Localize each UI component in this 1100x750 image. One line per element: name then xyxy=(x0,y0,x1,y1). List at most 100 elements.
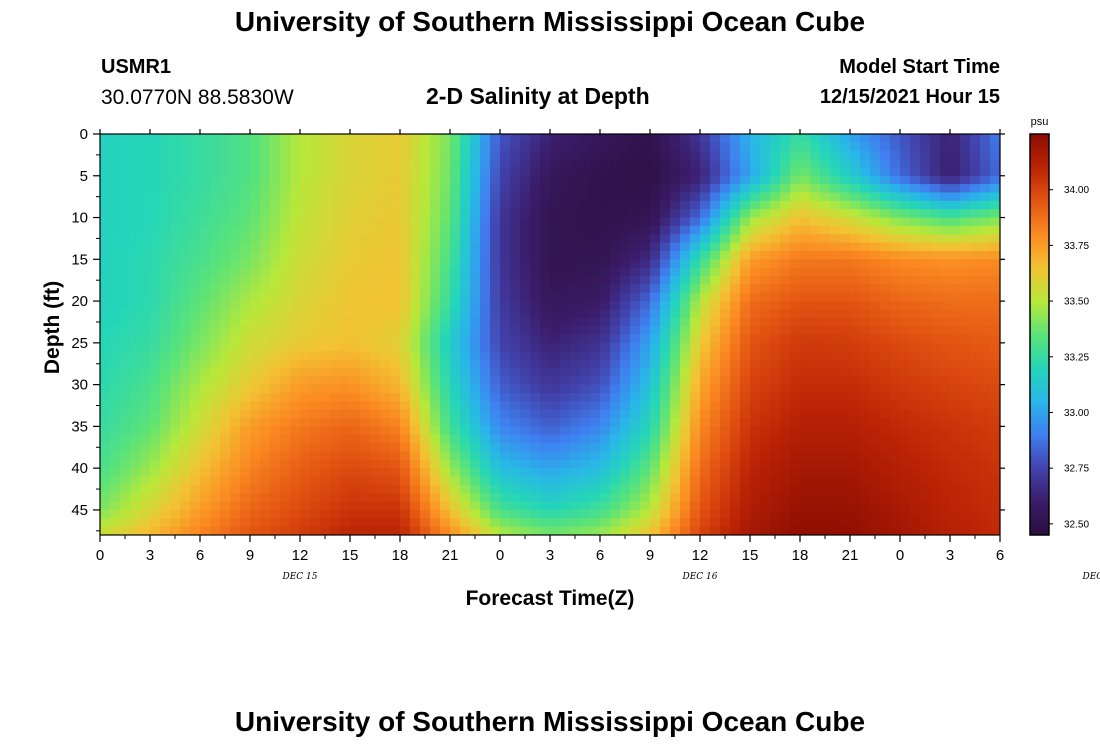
heatmap-cell xyxy=(220,434,231,444)
heatmap-cell xyxy=(660,309,671,319)
heatmap-cell xyxy=(700,476,711,486)
heatmap-cell xyxy=(560,142,571,152)
heatmap-cell xyxy=(300,292,311,302)
heatmap-cell xyxy=(710,451,721,461)
heatmap-cell xyxy=(590,242,601,252)
heatmap-cell xyxy=(810,484,821,494)
heatmap-cell xyxy=(880,209,891,218)
heatmap-cell xyxy=(230,184,241,193)
heatmap-cell xyxy=(180,493,191,502)
heatmap-cell xyxy=(830,309,841,319)
heatmap-cell xyxy=(810,401,821,411)
heatmap-cell xyxy=(130,192,141,202)
heatmap-cell xyxy=(640,200,651,210)
heatmap-cell xyxy=(720,526,731,536)
heatmap-cell xyxy=(840,351,851,360)
heatmap-cell xyxy=(700,217,711,227)
heatmap-cell xyxy=(520,443,531,452)
heatmap-cell xyxy=(310,225,321,235)
heatmap-cell xyxy=(280,242,291,252)
heatmap-cell xyxy=(920,484,931,494)
heatmap-cell xyxy=(180,367,191,377)
heatmap-cell xyxy=(680,392,691,402)
heatmap-cell xyxy=(850,434,861,444)
heatmap-cell xyxy=(870,426,881,436)
heatmap-cell xyxy=(570,359,581,369)
heatmap-cell xyxy=(970,334,981,344)
heatmap-cell xyxy=(190,418,201,427)
heatmap-cell xyxy=(190,384,201,394)
heatmap-cell xyxy=(830,401,841,411)
heatmap-cell xyxy=(790,409,801,419)
heatmap-cell xyxy=(930,150,941,160)
heatmap-cell xyxy=(990,526,1001,536)
heatmap-cell xyxy=(760,209,771,218)
heatmap-cell xyxy=(160,468,171,477)
heatmap-cell xyxy=(320,351,331,360)
heatmap-cell xyxy=(440,301,451,310)
heatmap-cell xyxy=(260,317,271,327)
heatmap-cell xyxy=(670,334,681,344)
heatmap-cell xyxy=(430,401,441,411)
heatmap-cell xyxy=(660,200,671,210)
heatmap-cell xyxy=(180,376,191,386)
heatmap-cell xyxy=(100,242,111,252)
heatmap-cell xyxy=(870,292,881,302)
heatmap-cell xyxy=(990,284,1001,294)
heatmap-cell xyxy=(600,392,611,402)
heatmap-cell xyxy=(250,392,261,402)
heatmap-cell xyxy=(380,526,391,536)
heatmap-cell xyxy=(870,242,881,252)
heatmap-cell xyxy=(290,401,301,411)
heatmap-cell xyxy=(190,367,201,377)
heatmap-cell xyxy=(610,267,621,277)
heatmap-cell xyxy=(140,401,151,411)
heatmap-cell xyxy=(810,526,821,536)
heatmap-cell xyxy=(100,259,111,269)
heatmap-cell xyxy=(810,234,821,243)
heatmap-cell xyxy=(590,459,601,469)
heatmap-cell xyxy=(670,351,681,360)
heatmap-cell xyxy=(300,242,311,252)
heatmap-cell xyxy=(460,367,471,377)
heatmap-cell xyxy=(520,217,531,227)
heatmap-cell xyxy=(280,150,291,160)
heatmap-cell xyxy=(790,426,801,436)
heatmap-cell xyxy=(220,259,231,269)
heatmap-cell xyxy=(820,259,831,269)
heatmap-cell xyxy=(560,301,571,310)
heatmap-cell xyxy=(630,493,641,502)
heatmap-cell xyxy=(930,484,941,494)
heatmap-cell xyxy=(730,175,741,185)
heatmap-cell xyxy=(210,134,221,143)
heatmap-cell xyxy=(110,167,121,177)
heatmap-cell xyxy=(310,418,321,427)
heatmap-cell xyxy=(230,150,241,160)
heatmap-cell xyxy=(220,234,231,243)
heatmap-cell xyxy=(760,234,771,243)
heatmap-cell xyxy=(190,476,201,486)
heatmap-cell xyxy=(980,334,991,344)
heatmap-cell xyxy=(130,476,141,486)
heatmap-cell xyxy=(250,209,261,218)
heatmap-cell xyxy=(270,242,281,252)
heatmap-cell xyxy=(600,175,611,185)
heatmap-cell xyxy=(840,284,851,294)
heatmap-cell xyxy=(150,134,161,143)
heatmap-cell xyxy=(960,359,971,369)
heatmap-cell xyxy=(570,284,581,294)
heatmap-cell xyxy=(610,426,621,436)
heatmap-cell xyxy=(190,209,201,218)
colorbar xyxy=(1029,133,1050,536)
heatmap-cell xyxy=(100,200,111,210)
heatmap-cell xyxy=(990,250,1001,260)
heatmap-cell xyxy=(460,267,471,277)
heatmap-cell xyxy=(100,167,111,177)
heatmap-cell xyxy=(720,200,731,210)
heatmap-cell xyxy=(110,159,121,168)
heatmap-cell xyxy=(600,234,611,243)
heatmap-cell xyxy=(160,292,171,302)
heatmap-cell xyxy=(670,468,681,477)
heatmap-cell xyxy=(710,292,721,302)
heatmap-cell xyxy=(970,242,981,252)
